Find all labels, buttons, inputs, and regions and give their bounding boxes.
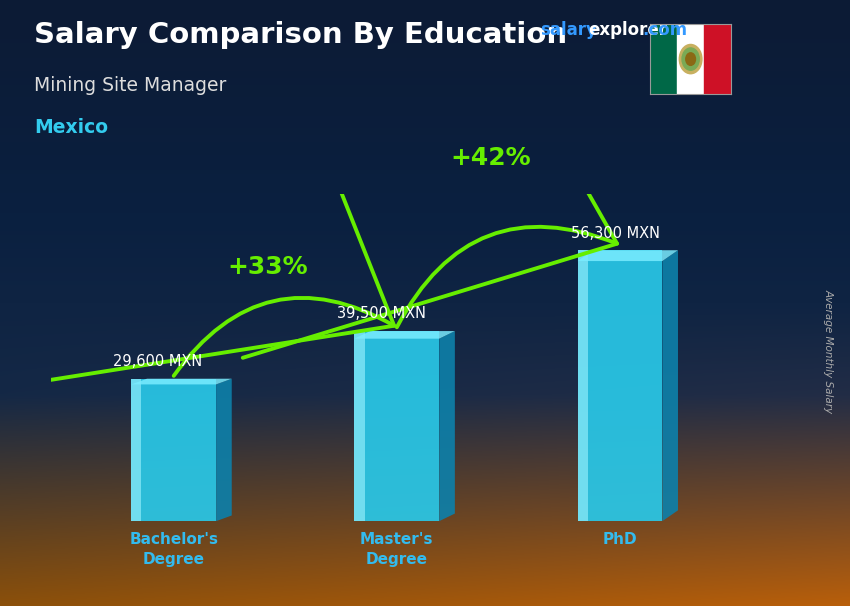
Text: salary: salary [540, 21, 597, 39]
Text: 56,300 MXN: 56,300 MXN [571, 225, 660, 241]
Text: explorer: explorer [588, 21, 667, 39]
Text: +33%: +33% [227, 255, 308, 279]
Polygon shape [216, 379, 232, 521]
Bar [354, 331, 439, 521]
Bar [578, 250, 587, 521]
Text: Salary Comparison By Education: Salary Comparison By Education [34, 21, 567, 49]
Text: Mexico: Mexico [34, 118, 108, 137]
Text: .com: .com [643, 21, 688, 39]
Polygon shape [439, 331, 455, 521]
Circle shape [679, 44, 702, 74]
Bar [704, 24, 731, 94]
Text: 29,600 MXN: 29,600 MXN [113, 354, 202, 369]
Text: +42%: +42% [450, 147, 531, 170]
FancyArrowPatch shape [243, 0, 617, 358]
Bar [578, 250, 662, 521]
Text: 39,500 MXN: 39,500 MXN [337, 307, 426, 321]
Bar [354, 331, 365, 521]
Polygon shape [578, 250, 678, 261]
Bar [131, 379, 141, 521]
FancyArrowPatch shape [8, 0, 394, 387]
Text: Mining Site Manager: Mining Site Manager [34, 76, 226, 95]
Polygon shape [131, 379, 232, 384]
Bar [131, 379, 216, 521]
Polygon shape [662, 250, 678, 521]
Polygon shape [354, 331, 455, 339]
Text: Average Monthly Salary: Average Monthly Salary [824, 290, 834, 413]
Circle shape [682, 48, 700, 70]
Bar [650, 24, 677, 94]
Circle shape [686, 53, 695, 65]
Bar [677, 24, 704, 94]
